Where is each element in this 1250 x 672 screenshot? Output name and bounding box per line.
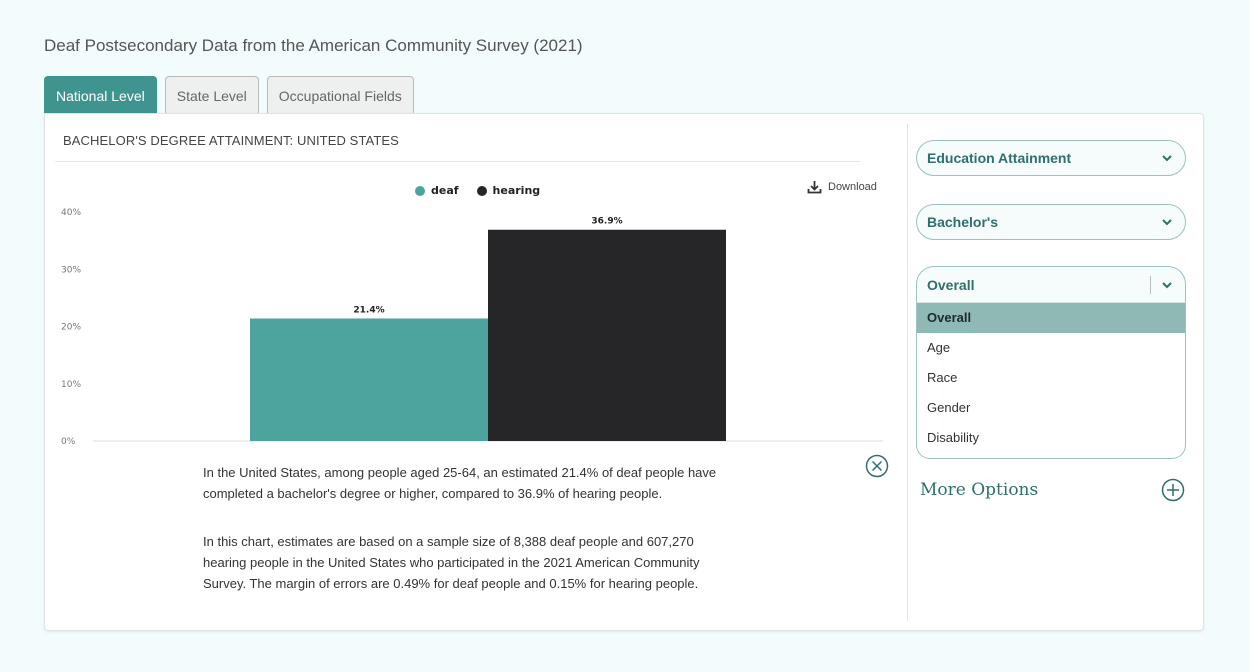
- degree-select[interactable]: Bachelor's: [916, 204, 1186, 240]
- download-icon: [807, 181, 822, 194]
- y-tick-label: 40%: [61, 208, 81, 218]
- y-tick-label: 30%: [61, 265, 81, 275]
- legend-swatch-hearing: [476, 185, 487, 196]
- y-tick-label: 10%: [61, 380, 81, 390]
- menu-option-disability[interactable]: Disability: [927, 430, 980, 445]
- legend-item-hearing[interactable]: hearing: [476, 184, 541, 197]
- group-select-indicator: [1150, 275, 1173, 294]
- group-select[interactable]: Overall: [916, 266, 1186, 302]
- tab-occupational-fields[interactable]: Occupational Fields: [266, 76, 414, 114]
- summary-paragraph: In the United States, among people aged …: [203, 465, 717, 501]
- data-label-hearing: 36.9%: [591, 217, 622, 227]
- bar-hearing: [488, 229, 726, 441]
- more-options-toggle[interactable]: More Options: [920, 478, 1185, 502]
- y-tick-label: 0%: [61, 437, 76, 447]
- download-button[interactable]: Download: [807, 180, 877, 194]
- chart-title: BACHELOR'S DEGREE ATTAINMENT: UNITED STA…: [63, 133, 399, 148]
- menu-option-race[interactable]: Race: [927, 370, 958, 385]
- bar-deaf: [250, 318, 488, 441]
- education-attainment-value: Education Attainment: [927, 150, 1072, 166]
- more-options-label: More Options: [920, 480, 1039, 500]
- data-label-deaf: 21.4%: [353, 305, 384, 315]
- plus-circle-icon: [1161, 478, 1185, 502]
- group-value: Overall: [927, 276, 975, 293]
- methodology-paragraph: In this chart, estimates are based on a …: [203, 534, 700, 591]
- degree-value: Bachelor's: [927, 214, 999, 230]
- tab-national-level[interactable]: National Level: [44, 76, 157, 114]
- menu-option-age[interactable]: Age: [927, 340, 951, 355]
- legend-item-deaf[interactable]: deaf: [415, 184, 459, 197]
- menu-option-overall[interactable]: Overall: [917, 303, 1185, 333]
- chart-legend: deaf hearing: [415, 184, 540, 197]
- group-options-menu: Overall Age Race Gender Disability: [916, 302, 1186, 459]
- chevron-down-icon: [1162, 281, 1172, 288]
- legend-swatch-deaf: [415, 185, 425, 196]
- education-attainment-select[interactable]: Education Attainment: [916, 140, 1186, 176]
- sidebar-divider: [907, 124, 908, 621]
- indicator-separator: [1150, 275, 1151, 294]
- menu-option-gender[interactable]: Gender: [927, 400, 971, 415]
- page-title: Deaf Postsecondary Data from the America…: [44, 36, 583, 55]
- download-label: Download: [828, 181, 877, 193]
- title-divider: [55, 161, 860, 162]
- chevron-down-icon: [1162, 219, 1172, 226]
- bar-chart: 0% 10% 20% 30% 40% 21.4% 36.9%: [61, 208, 883, 447]
- chevron-down-icon: [1162, 155, 1172, 162]
- y-tick-label: 20%: [61, 323, 81, 333]
- close-circle-icon[interactable]: [865, 454, 889, 478]
- legend-label-hearing: hearing: [492, 184, 541, 197]
- chart-card: BACHELOR'S DEGREE ATTAINMENT: UNITED STA…: [44, 113, 1204, 631]
- legend-label-deaf: deaf: [431, 184, 459, 197]
- tab-bar: National Level State Level Occupational …: [44, 76, 414, 114]
- tab-state-level[interactable]: State Level: [164, 76, 259, 114]
